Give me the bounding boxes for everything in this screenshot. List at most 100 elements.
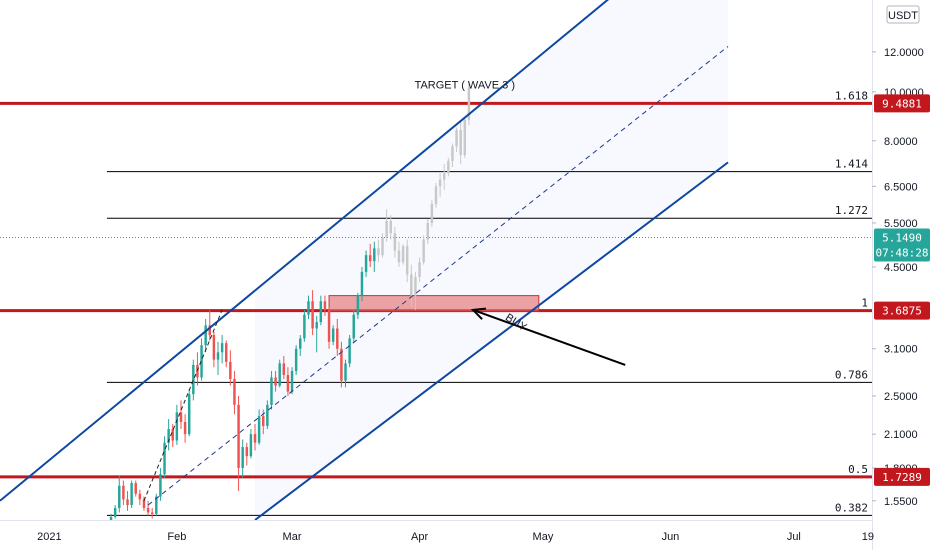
candle-body bbox=[418, 262, 421, 277]
candle-body bbox=[364, 255, 368, 272]
candle bbox=[212, 331, 216, 368]
candle-body bbox=[229, 361, 232, 380]
candle bbox=[155, 493, 158, 516]
y-tick-label: 4.5000 bbox=[884, 262, 918, 274]
candle-body bbox=[381, 237, 384, 256]
candle-body bbox=[311, 301, 314, 329]
candle bbox=[467, 83, 471, 125]
annotation-labels: TARGET ( WAVE 3 )BUY1.6181.4141.27210.78… bbox=[415, 80, 869, 515]
candle bbox=[192, 359, 195, 401]
candle bbox=[266, 400, 269, 430]
candle bbox=[447, 157, 450, 177]
plot-area[interactable] bbox=[0, 0, 872, 523]
candle-body bbox=[224, 343, 228, 362]
candle bbox=[401, 243, 405, 265]
candle-body bbox=[385, 220, 388, 238]
candle-body bbox=[257, 416, 261, 443]
candle bbox=[109, 513, 113, 520]
candle bbox=[340, 341, 343, 388]
candle-body bbox=[401, 246, 405, 263]
fib-ratio-label: 0.786 bbox=[835, 368, 868, 381]
candle-body bbox=[414, 276, 417, 296]
candle-body bbox=[352, 314, 355, 339]
candle-body bbox=[155, 496, 158, 514]
candle bbox=[459, 119, 462, 164]
candle-body bbox=[323, 301, 327, 310]
candle bbox=[299, 335, 302, 356]
candle bbox=[175, 404, 179, 445]
candle bbox=[241, 439, 244, 478]
candle bbox=[138, 489, 142, 506]
candle-body bbox=[389, 220, 392, 234]
candle bbox=[381, 233, 384, 258]
candle-body bbox=[459, 130, 462, 155]
candle bbox=[113, 505, 117, 519]
candle bbox=[257, 409, 261, 445]
candle-body bbox=[179, 412, 183, 422]
candle bbox=[249, 429, 253, 459]
candle-body bbox=[192, 364, 195, 395]
candle bbox=[229, 350, 232, 386]
channel-lower-line bbox=[254, 161, 729, 520]
current-price-label: 5.1490 bbox=[882, 231, 922, 244]
candle-body bbox=[299, 338, 302, 349]
candle bbox=[422, 235, 425, 265]
axes: 12.000010.00008.00006.50005.50004.50003.… bbox=[37, 5, 930, 543]
channel-upper-line bbox=[0, 0, 610, 502]
y-tick-label: 5.5000 bbox=[884, 218, 918, 230]
candle bbox=[315, 315, 318, 353]
candle-body bbox=[303, 314, 306, 339]
candle bbox=[274, 371, 277, 392]
candle-body bbox=[356, 295, 360, 315]
candle bbox=[220, 335, 224, 364]
candle-body bbox=[319, 301, 323, 323]
fib-ratio-label: 1.272 bbox=[835, 204, 868, 217]
candle bbox=[348, 335, 351, 368]
candle bbox=[360, 266, 364, 302]
candle-body bbox=[212, 335, 216, 360]
candle-body bbox=[336, 328, 339, 349]
candle bbox=[150, 507, 154, 519]
candle-body bbox=[142, 499, 146, 508]
candle-body bbox=[237, 404, 240, 468]
candle-body bbox=[183, 421, 187, 435]
candle bbox=[183, 414, 187, 443]
x-tick-label: May bbox=[533, 531, 554, 543]
y-tick-label: 8.0000 bbox=[884, 136, 918, 148]
candle bbox=[352, 309, 355, 342]
price-badge bbox=[874, 467, 930, 486]
candle-body bbox=[109, 516, 113, 520]
candle-body bbox=[262, 416, 265, 426]
candle bbox=[126, 491, 129, 511]
candle bbox=[319, 295, 323, 326]
candle bbox=[311, 290, 314, 336]
candle bbox=[393, 227, 397, 258]
candle-body bbox=[220, 343, 224, 353]
candle-body bbox=[442, 173, 446, 180]
candle-body bbox=[294, 348, 298, 372]
candle bbox=[286, 367, 290, 396]
candle-body bbox=[344, 363, 347, 381]
candle-body bbox=[130, 483, 133, 506]
x-tick-label: Jul bbox=[787, 531, 801, 543]
candle-body bbox=[163, 442, 166, 475]
x-tick-label: Feb bbox=[167, 531, 186, 543]
candle-body bbox=[216, 352, 220, 360]
candle-body bbox=[270, 377, 273, 405]
candle-body bbox=[233, 379, 236, 405]
candle bbox=[294, 345, 298, 376]
candle-body bbox=[126, 499, 129, 506]
candle bbox=[307, 295, 310, 320]
candle bbox=[463, 117, 467, 158]
candle bbox=[410, 264, 413, 307]
x-tick-label: Jun bbox=[662, 531, 680, 543]
candle-body bbox=[426, 222, 430, 240]
candle bbox=[356, 292, 360, 320]
candle bbox=[451, 143, 454, 167]
price-badge-label: 1.7289 bbox=[882, 471, 922, 484]
candle bbox=[344, 359, 347, 388]
candle bbox=[216, 341, 220, 376]
candle-body bbox=[410, 274, 413, 296]
